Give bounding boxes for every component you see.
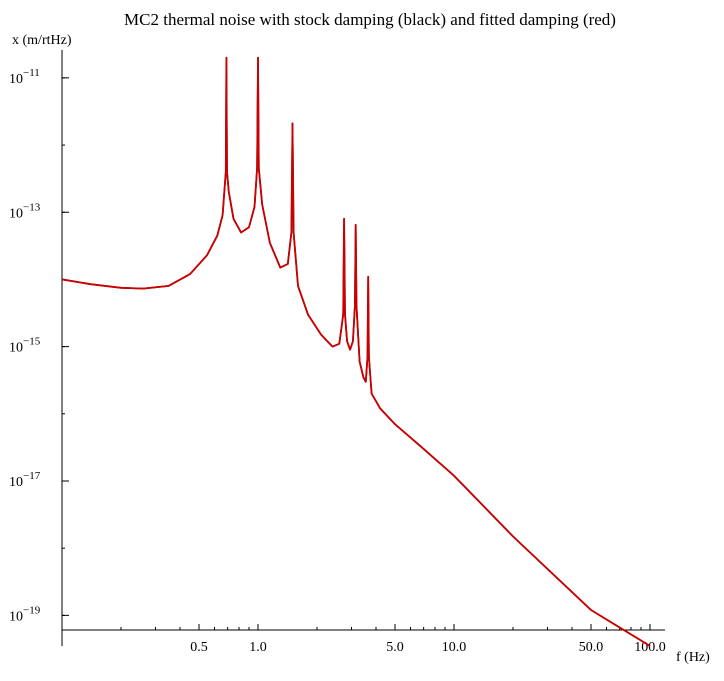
y-tick-label: 10−17: [9, 470, 41, 490]
y-tick-label: 10−15: [9, 336, 41, 356]
x-tick-label: 1.0: [249, 640, 267, 655]
chart-title: MC2 thermal noise with stock damping (bl…: [124, 10, 616, 29]
minor-ticks: [62, 77, 642, 630]
x-ticks: 0.5 1.0 5.0 10.0 50.0 100.0: [190, 624, 666, 655]
x-tick-label: 100.0: [634, 640, 666, 655]
x-tick-label: 0.5: [190, 640, 208, 655]
series-layer: [61, 56, 651, 647]
y-axis-label: x (m/rtHz): [12, 33, 72, 48]
x-tick-label: 5.0: [386, 640, 404, 655]
y-tick-label: 10−19: [9, 604, 41, 624]
y-tick-label: 10−13: [9, 201, 41, 221]
y-ticks: 10−11 10−13 10−15 10−17 10−19: [9, 67, 69, 624]
x-tick-label: 10.0: [442, 640, 467, 655]
x-axis-label: f (Hz): [676, 650, 710, 665]
series-line-fitted: [61, 56, 651, 647]
y-tick-label: 10−11: [9, 67, 40, 87]
series-line-stock: [61, 56, 651, 647]
x-tick-label: 50.0: [579, 640, 604, 655]
